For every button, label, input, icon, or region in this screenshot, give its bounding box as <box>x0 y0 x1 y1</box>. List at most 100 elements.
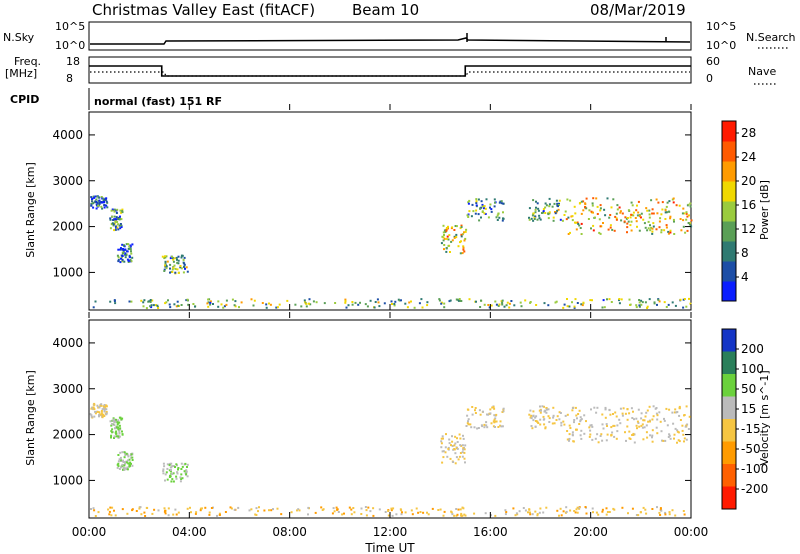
cell-velocity <box>558 418 561 421</box>
nsearch-tick-bottom: 10^0 <box>706 39 736 52</box>
cell-velocity <box>461 514 464 517</box>
cell-power <box>609 214 612 216</box>
cell-power <box>606 298 608 301</box>
cell-power <box>354 301 357 304</box>
cell-power <box>574 212 577 215</box>
cell-power <box>312 300 315 303</box>
cell-velocity <box>613 424 616 427</box>
cell-velocity <box>138 507 141 510</box>
x-axis: 00:00 04:00 08:00 12:00 16:00 20:00 00:00 <box>72 104 708 539</box>
cell-velocity <box>455 508 458 510</box>
cell-velocity <box>593 406 596 409</box>
cell-velocity <box>649 420 651 423</box>
cell-velocity <box>102 407 105 410</box>
cell-velocity <box>661 439 663 442</box>
cell-velocity <box>307 513 309 516</box>
cell-velocity <box>431 507 434 510</box>
cell-velocity <box>601 508 604 511</box>
cell-power <box>351 301 354 303</box>
cell-power <box>460 224 463 227</box>
cell-velocity <box>185 473 188 476</box>
cell-power <box>376 298 379 301</box>
cell-velocity <box>597 513 600 516</box>
cell-power <box>669 217 672 220</box>
cell-power <box>561 219 564 222</box>
cell-power <box>209 300 212 303</box>
cell-power <box>334 302 337 304</box>
cell-velocity <box>419 511 422 513</box>
cell-velocity <box>441 450 444 453</box>
cell-velocity <box>605 513 608 516</box>
cell-power <box>123 244 125 247</box>
cell-power <box>90 196 93 199</box>
cell-velocity <box>426 511 428 514</box>
cell-power <box>681 212 684 215</box>
cell-power <box>117 256 120 259</box>
cell-velocity <box>113 420 116 423</box>
cell-velocity <box>642 438 645 441</box>
cell-velocity <box>539 405 541 408</box>
freq-strip-frame <box>88 56 692 84</box>
cell-power <box>116 208 119 211</box>
cell-velocity <box>91 406 94 409</box>
cell-power <box>669 231 672 234</box>
cell-velocity <box>583 432 586 435</box>
cell-velocity <box>321 509 324 511</box>
cell-power <box>140 299 143 302</box>
cell-power <box>564 210 567 213</box>
cell-velocity <box>105 405 108 408</box>
cell-velocity <box>539 418 542 421</box>
cell-power <box>468 298 471 301</box>
cell-power <box>580 222 583 225</box>
cell-power <box>680 229 683 232</box>
cell-power <box>668 200 671 203</box>
cell-velocity <box>442 450 445 453</box>
colorbar-swatch <box>722 419 736 442</box>
cell-velocity <box>547 415 550 418</box>
cell-power <box>638 229 641 232</box>
cell-power <box>635 209 638 212</box>
cell-velocity <box>483 426 486 429</box>
cell-power <box>616 204 619 207</box>
cell-power <box>408 301 411 304</box>
cell-velocity <box>668 513 671 516</box>
cell-power <box>630 213 633 216</box>
cell-velocity <box>588 426 591 429</box>
cell-velocity <box>90 407 93 410</box>
cell-velocity <box>576 511 579 514</box>
cell-velocity <box>180 478 183 480</box>
cell-power <box>532 219 535 222</box>
cell-power <box>225 299 228 302</box>
cell-velocity <box>589 424 592 427</box>
cell-power <box>480 299 482 302</box>
cell-power <box>483 207 485 210</box>
cell-velocity <box>186 463 189 466</box>
cell-velocity <box>97 406 100 409</box>
cell-velocity <box>543 418 546 421</box>
cell-power <box>120 248 123 251</box>
cell-power <box>484 213 487 215</box>
cell-velocity <box>446 455 449 458</box>
cell-power <box>393 303 396 305</box>
cell-power <box>565 218 568 221</box>
cell-velocity <box>176 472 179 475</box>
cell-velocity <box>181 465 184 468</box>
cpid-label: CPID <box>10 93 39 106</box>
cell-power <box>673 233 676 235</box>
cell-velocity <box>591 425 594 428</box>
cell-velocity <box>92 408 95 411</box>
cell-velocity <box>459 444 462 447</box>
cell-velocity <box>94 410 97 413</box>
cell-velocity <box>600 433 603 436</box>
cell-velocity <box>121 430 123 433</box>
cell-power <box>589 299 592 302</box>
cell-velocity <box>597 441 600 444</box>
cell-power <box>629 216 632 219</box>
cell-power <box>212 303 214 305</box>
cell-velocity <box>257 510 259 513</box>
cell-power <box>501 303 504 306</box>
cell-power <box>115 212 118 214</box>
cell-velocity <box>113 437 115 439</box>
cell-velocity <box>360 507 363 510</box>
cell-velocity <box>553 422 556 425</box>
